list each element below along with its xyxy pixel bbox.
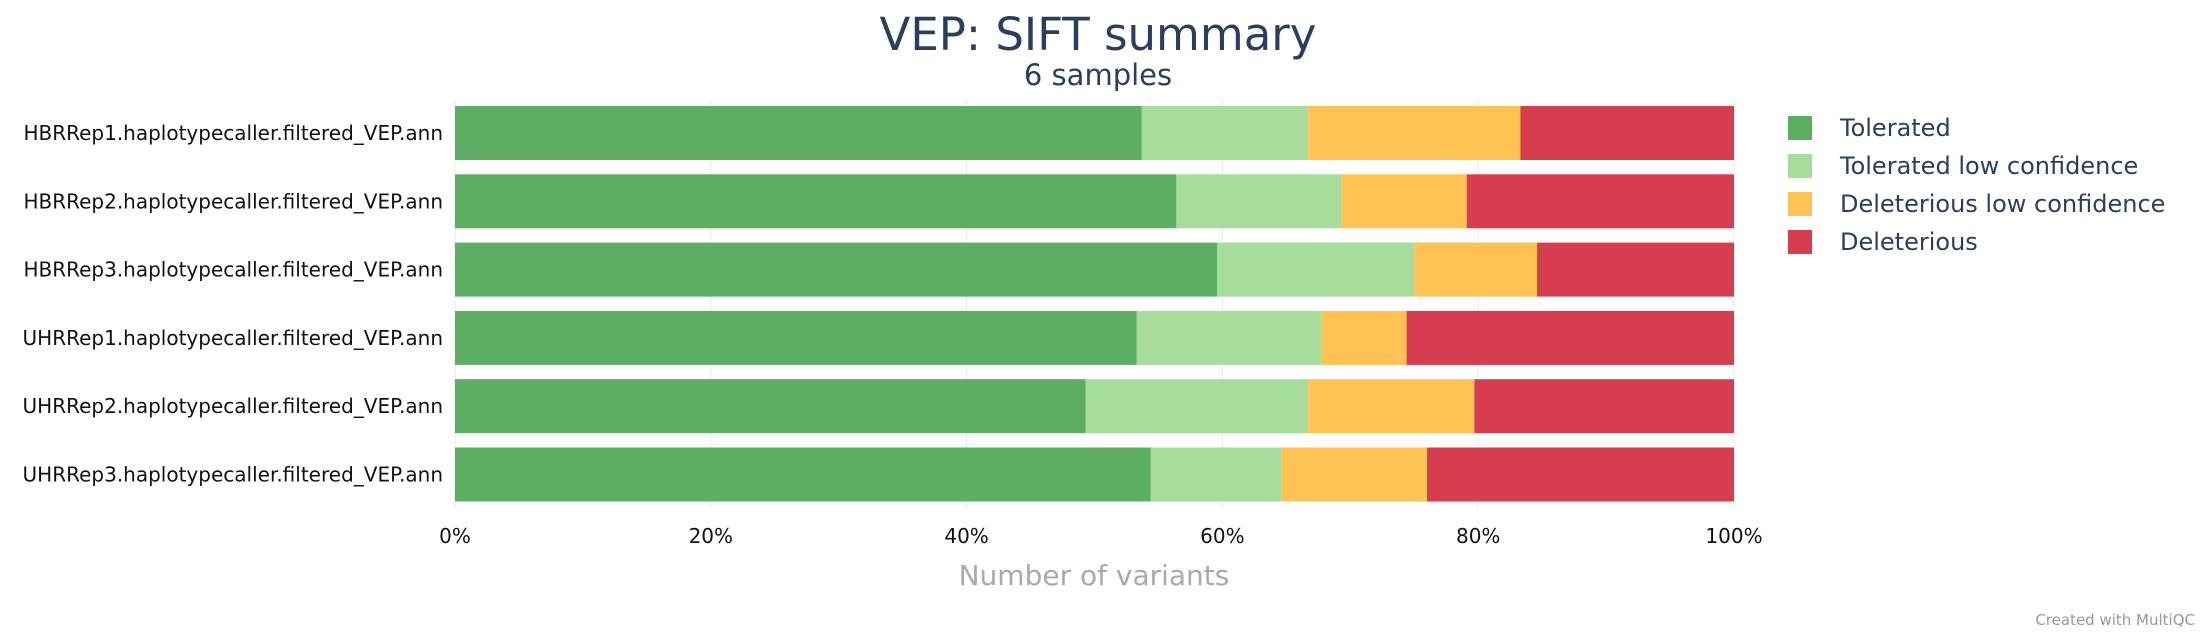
x-axis-label: Number of variants bbox=[959, 559, 1230, 592]
x-tick-label: 40% bbox=[944, 524, 988, 548]
legend-swatch bbox=[1788, 230, 1812, 254]
x-tick-labels: 0% 20% 40% 60% 80% 100% bbox=[439, 524, 1762, 548]
bar-segment[interactable] bbox=[1141, 106, 1309, 160]
bar-segment[interactable] bbox=[1466, 174, 1734, 229]
chart-title: VEP: SIFT summary bbox=[880, 8, 1317, 61]
bar-segment[interactable] bbox=[1537, 242, 1734, 297]
bar-segment[interactable] bbox=[455, 242, 1218, 297]
bar-segment[interactable] bbox=[455, 310, 1137, 365]
legend-label: Tolerated bbox=[1839, 114, 1951, 142]
bar-segment[interactable] bbox=[455, 447, 1151, 502]
x-tick-label: 20% bbox=[689, 524, 733, 548]
bar-segment[interactable] bbox=[1136, 310, 1321, 365]
x-tick-label: 100% bbox=[1705, 524, 1762, 548]
bar-segment[interactable] bbox=[455, 174, 1177, 229]
bar-segment[interactable] bbox=[1341, 174, 1467, 229]
bar-segment[interactable] bbox=[455, 106, 1142, 160]
bar-segment[interactable] bbox=[1406, 310, 1734, 365]
bar-segment[interactable] bbox=[1414, 242, 1538, 297]
legend-item[interactable]: Deleterious low confidence bbox=[1788, 190, 2165, 218]
legend-swatch bbox=[1788, 154, 1812, 178]
y-tick-label: UHRRep2.haplotypecaller.filtered_VEP.ann bbox=[23, 394, 443, 418]
bar-segment[interactable] bbox=[1085, 379, 1309, 434]
y-tick-label: UHRRep1.haplotypecaller.filtered_VEP.ann bbox=[23, 326, 443, 350]
legend: Tolerated Tolerated low confidence Deleter… bbox=[1788, 114, 2165, 256]
chart-subtitle: 6 samples bbox=[1024, 58, 1172, 92]
y-tick-label: UHRRep3.haplotypecaller.filtered_VEP.ann bbox=[23, 463, 443, 487]
grid-lines bbox=[454, 100, 1735, 508]
bar-segment[interactable] bbox=[1176, 174, 1342, 229]
bar-segment[interactable] bbox=[1474, 379, 1734, 434]
legend-label: Tolerated low confidence bbox=[1839, 152, 2138, 180]
legend-swatch bbox=[1788, 192, 1812, 216]
bar-segment[interactable] bbox=[1308, 379, 1475, 434]
legend-label: Deleterious low confidence bbox=[1840, 190, 2165, 218]
x-tick-label: 80% bbox=[1456, 524, 1500, 548]
bar-segment[interactable] bbox=[1150, 447, 1282, 502]
bar-segment[interactable] bbox=[1427, 447, 1734, 502]
bar-segment[interactable] bbox=[455, 379, 1086, 434]
credit-text: Created with MultiQC bbox=[2035, 611, 2195, 629]
legend-item[interactable]: Deleterious bbox=[1788, 228, 1978, 256]
bar-segment[interactable] bbox=[1520, 106, 1734, 160]
bar-segment[interactable] bbox=[1281, 447, 1428, 502]
y-tick-label: HBRRep3.haplotypecaller.filtered_VEP.ann bbox=[23, 258, 443, 282]
y-tick-labels: HBRRep1.haplotypecaller.filtered_VEP.ann… bbox=[23, 121, 443, 487]
legend-item[interactable]: Tolerated low confidence bbox=[1788, 152, 2138, 180]
legend-label: Deleterious bbox=[1840, 228, 1978, 256]
legend-item[interactable]: Tolerated bbox=[1788, 114, 1951, 142]
bars-group bbox=[455, 106, 1734, 502]
y-tick-label: HBRRep2.haplotypecaller.filtered_VEP.ann bbox=[23, 189, 443, 213]
x-tick-label: 0% bbox=[439, 524, 471, 548]
y-tick-label: HBRRep1.haplotypecaller.filtered_VEP.ann bbox=[23, 121, 443, 145]
bar-segment[interactable] bbox=[1308, 106, 1521, 160]
bar-segment[interactable] bbox=[1320, 310, 1407, 365]
x-tick-label: 60% bbox=[1200, 524, 1244, 548]
legend-swatch bbox=[1788, 116, 1812, 140]
bar-segment[interactable] bbox=[1217, 242, 1415, 297]
